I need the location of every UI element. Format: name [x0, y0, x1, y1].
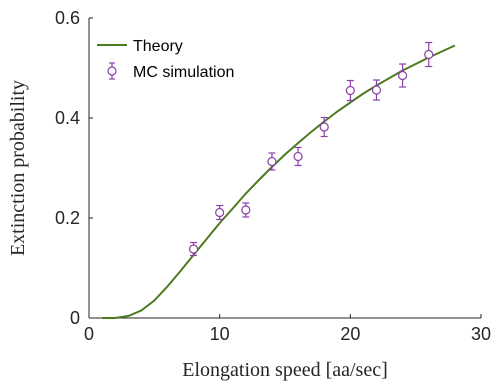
- mc-data-point: [215, 204, 225, 221]
- data-marker: [293, 151, 303, 162]
- mc-data-point: [345, 79, 355, 102]
- mc-data-point: [319, 116, 329, 138]
- data-marker: [319, 122, 329, 132]
- data-marker: [267, 156, 277, 167]
- mc-data-point: [293, 146, 303, 167]
- data-marker: [424, 49, 434, 60]
- x-tick-label: 0: [84, 324, 94, 344]
- axes: 0 10 20 30 0 0.2 0.4 0.6: [55, 8, 491, 344]
- mc-data-point: [398, 63, 408, 88]
- mc-data-point: [267, 152, 277, 171]
- y-tick-label: 0.2: [55, 208, 80, 228]
- x-axis-label: Elongation speed [aa/sec]: [182, 359, 387, 381]
- x-tick-label: 20: [340, 324, 360, 344]
- y-tick-label: 0: [70, 308, 80, 328]
- y-tick-label: 0.6: [55, 8, 80, 28]
- y-tick-label: 0.4: [55, 108, 80, 128]
- legend: Theory MC simulation: [97, 38, 234, 81]
- data-marks: [102, 41, 456, 319]
- data-marker: [215, 207, 225, 218]
- data-marker: [188, 244, 199, 254]
- mc-data-point: [188, 241, 199, 257]
- data-marker: [371, 85, 382, 95]
- x-tick-label: 30: [471, 324, 491, 344]
- legend-mc-marker: [107, 66, 117, 76]
- data-marker: [241, 205, 251, 215]
- legend-mc-label: MC simulation: [133, 64, 234, 81]
- mc-data-point: [424, 41, 434, 68]
- data-marker: [345, 85, 355, 96]
- data-marker: [398, 70, 408, 81]
- mc-data-point: [371, 79, 382, 101]
- theory-curve: [102, 44, 456, 319]
- x-tick-label: 10: [210, 324, 230, 344]
- y-axis-label: Extinction probability: [7, 80, 29, 256]
- legend-theory-label: Theory: [133, 38, 183, 55]
- mc-data-point: [241, 202, 251, 218]
